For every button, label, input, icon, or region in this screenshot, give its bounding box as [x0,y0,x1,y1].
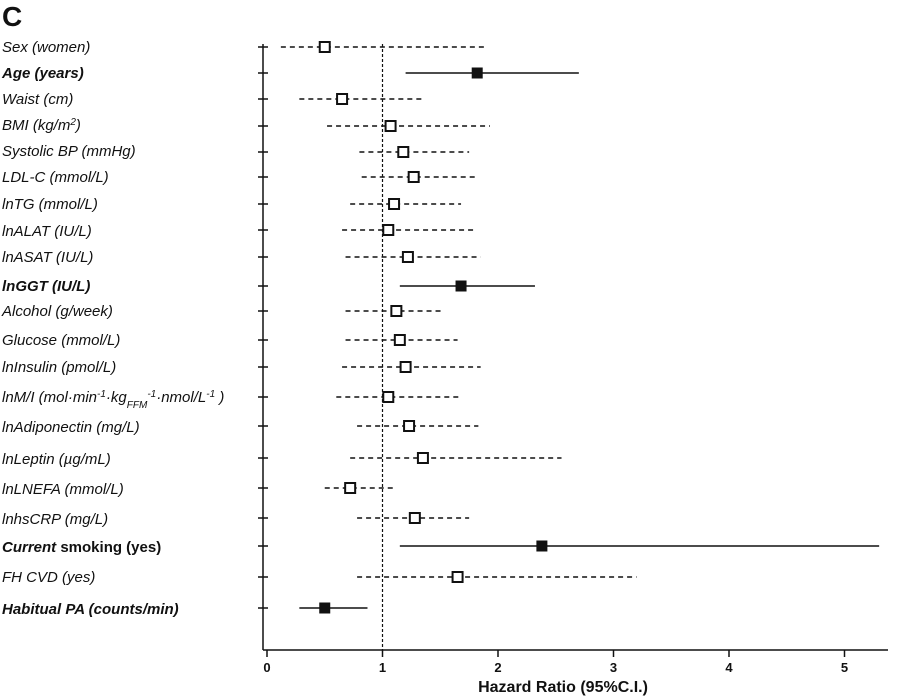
x-tick-label: 5 [841,660,848,675]
hazard-ratio-marker [455,280,467,292]
row-label-text: smoking (yes) [56,539,161,556]
forest-marks [280,41,880,614]
hazard-ratio-marker [319,602,331,614]
hazard-ratio-marker [393,334,406,346]
hazard-ratio-marker [318,41,331,53]
row-label: lnAdiponectin (mg/L) [2,419,140,436]
panel-letter: C [2,1,22,32]
row-label: Systolic BP (mmHg) [2,143,136,160]
x-ticks: 0 1 2 3 4 5 [263,650,848,675]
row-label: FH CVD (yes) [2,569,95,586]
row-labels: Sex (women) Age (years) Waist (cm) BMI (… [1,39,224,618]
row-label-text: ·nmol/L [156,389,206,406]
hazard-ratio-marker [382,224,395,236]
row-label-text: ) [215,389,224,406]
row-label-text: BMI (kg/m [2,117,70,134]
row-label: lnM/I (mol·min-1·kgFFM-1·nmol/L-1 ) [2,389,224,411]
hazard-ratio-marker [344,482,357,494]
row-label: Alcohol (g/week) [1,303,113,320]
hazard-ratio-marker [390,305,403,317]
row-label-text: ·kg [106,389,127,406]
row-label: lnASAT (IU/L) [2,249,93,266]
row-label: Age (years) [1,65,84,82]
row-label: lnTG (mmol/L) [2,196,98,213]
hazard-ratio-marker [336,93,349,105]
hazard-ratio-marker [416,452,429,464]
hazard-ratio-marker [451,571,464,583]
x-tick-label: 3 [610,660,617,675]
row-label: Habitual PA (counts/min) [2,601,179,618]
hazard-ratio-marker [397,146,410,158]
superscript: -1 [97,389,106,400]
hazard-ratio-marker [403,420,416,432]
hazard-ratio-marker [408,512,421,524]
x-tick-label: 0 [263,660,270,675]
superscript: 2 [69,117,76,128]
row-label: BMI (kg/m2) [2,117,81,135]
subscript: FFM [127,400,148,411]
row-label-text: lnM/I (mol·min [2,389,97,406]
row-label: Current smoking (yes) [2,539,161,556]
row-label-text: Current [2,539,57,556]
x-tick-label: 4 [725,660,733,675]
hazard-ratio-marker [536,540,548,552]
superscript: -1 [206,389,215,400]
row-label: Sex (women) [2,39,90,56]
row-label: lnhsCRP (mg/L) [2,511,108,528]
hazard-ratio-marker [407,171,420,183]
row-label: lnLeptin (µg/mL) [2,451,111,468]
hazard-ratio-marker [399,361,412,373]
row-label: lnALAT (IU/L) [2,223,92,240]
hazard-ratio-marker [382,391,395,403]
y-ticks [258,46,268,609]
row-label: lnGGT (IU/L) [2,278,90,295]
hazard-ratio-marker [401,251,414,263]
row-label: LDL-C (mmol/L) [2,169,109,186]
hazard-ratio-marker [388,198,401,210]
x-axis-title: Hazard Ratio (95%C.I.) [478,679,648,696]
row-label: lnLNEFA (mmol/L) [2,481,124,498]
row-label: Glucose (mmol/L) [2,332,120,349]
hazard-ratio-marker [384,120,397,132]
x-tick-label: 1 [379,660,386,675]
row-label: Waist (cm) [2,91,73,108]
row-label-text: ) [74,117,81,134]
row-label: lnInsulin (pmol/L) [2,359,116,376]
x-tick-label: 2 [494,660,501,675]
superscript: -1 [147,389,156,400]
hazard-ratio-marker [471,67,483,79]
